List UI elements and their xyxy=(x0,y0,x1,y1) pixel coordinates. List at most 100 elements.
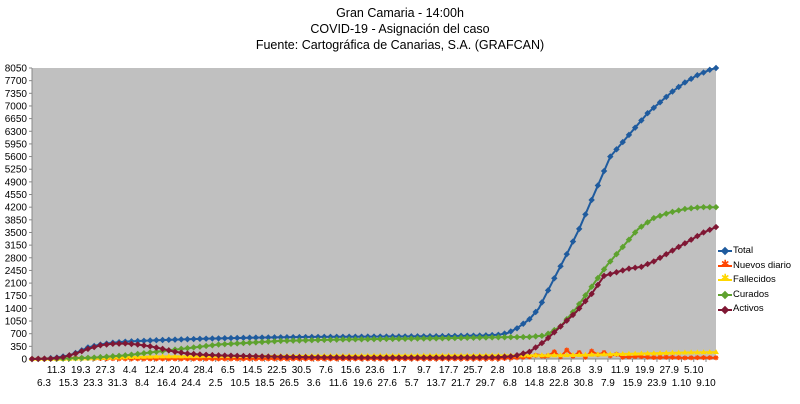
data-point-activos xyxy=(464,354,471,361)
data-point-nuevos-diario xyxy=(626,354,632,360)
data-point-curados xyxy=(383,335,390,343)
data-point-total xyxy=(190,335,197,343)
data-point-curados xyxy=(638,223,645,230)
data-point-total xyxy=(165,336,172,344)
data-point-activos xyxy=(600,272,608,280)
y-tick-label: 2800 xyxy=(5,253,28,264)
data-point-nuevos-diario xyxy=(228,356,234,362)
data-point-activos xyxy=(165,347,172,354)
data-point-activos xyxy=(700,229,707,236)
data-point-activos xyxy=(134,341,141,348)
x-tick-label-bottom: 2.5 xyxy=(209,378,223,389)
data-point-activos xyxy=(588,290,595,298)
legend-swatch-fallecidos: ✱ xyxy=(718,273,732,284)
data-point-activos xyxy=(451,354,459,361)
data-point-curados xyxy=(501,334,508,341)
x-axis-ticks: 6.3 15.3 23.3 31.3 8.4 16.4 24.4 2.5 10.5 18.5 26.… xyxy=(37,359,716,389)
data-point-total xyxy=(134,337,141,345)
data-point-activos xyxy=(663,250,670,258)
data-point-total xyxy=(663,93,670,101)
data-point-activos xyxy=(457,354,465,361)
data-point-total xyxy=(569,238,577,245)
data-point-activos xyxy=(146,343,154,350)
data-point-nuevos-diario xyxy=(589,348,595,354)
data-point-curados xyxy=(694,204,701,211)
data-point-total xyxy=(613,146,620,153)
data-point-total xyxy=(551,275,558,282)
data-point-activos xyxy=(426,354,434,361)
data-point-fallecidos xyxy=(669,349,676,355)
data-point-activos xyxy=(78,348,85,355)
data-point-curados xyxy=(103,353,110,360)
data-point-activos xyxy=(370,354,378,361)
x-tick-label-bottom: 31.3 xyxy=(108,378,128,389)
x-tick-label-bottom: 26.5 xyxy=(279,378,299,389)
data-point-activos xyxy=(159,345,166,353)
data-point-fallecidos xyxy=(694,349,701,355)
x-tick-label-top: 3.9 xyxy=(589,365,603,376)
x-tick-label-top: 22.5 xyxy=(267,365,287,376)
data-point-fallecidos xyxy=(165,353,172,359)
series-activos xyxy=(28,223,720,363)
x-tick-label-bottom: 5.7 xyxy=(405,378,419,389)
data-point-activos xyxy=(90,343,98,351)
data-point-activos xyxy=(258,353,266,360)
data-point-activos xyxy=(607,270,614,278)
data-point-activos xyxy=(551,329,558,336)
data-point-curados xyxy=(613,250,620,258)
data-point-curados xyxy=(420,335,427,342)
data-point-curados xyxy=(289,337,297,344)
x-tick-label-bottom: 27.6 xyxy=(378,378,398,389)
data-point-total xyxy=(271,334,278,341)
y-tick-label: 3850 xyxy=(5,215,28,226)
data-point-total xyxy=(501,330,508,337)
x-tick-label-bottom: 9.10 xyxy=(696,378,716,389)
y-tick-label: 700 xyxy=(10,329,27,340)
legend-label-activos: Activos xyxy=(733,303,764,315)
data-point-fallecidos xyxy=(147,353,154,359)
y-tick-label: 3150 xyxy=(5,241,28,252)
data-point-activos xyxy=(582,297,589,305)
data-point-total xyxy=(638,117,645,124)
data-point-activos xyxy=(488,354,496,361)
data-point-total xyxy=(159,336,166,344)
x-tick-label-top: 19.9 xyxy=(635,365,655,376)
x-tick-label-top: 27.3 xyxy=(96,365,116,376)
y-tick-label: 3500 xyxy=(5,228,28,239)
data-point-activos xyxy=(650,258,658,265)
y-tick-label: 4900 xyxy=(5,177,28,188)
x-tick-label-bottom: 6.8 xyxy=(503,378,517,389)
data-point-total xyxy=(607,153,614,160)
data-point-total xyxy=(576,225,583,233)
x-tick-label-top: 5.10 xyxy=(684,365,704,376)
data-point-curados xyxy=(265,338,272,345)
data-point-curados xyxy=(700,203,707,211)
data-point-fallecidos xyxy=(663,349,670,355)
legend-line-nuevos-diario xyxy=(718,264,732,267)
data-point-activos xyxy=(122,340,129,347)
y-tick-label: 7700 xyxy=(5,76,28,87)
data-point-fallecidos xyxy=(601,351,608,357)
data-point-activos xyxy=(501,353,508,360)
data-point-fallecidos xyxy=(172,353,179,359)
data-point-total xyxy=(227,334,235,342)
data-point-total xyxy=(582,211,589,218)
data-point-curados xyxy=(352,336,359,343)
legend-swatch-nuevos-diario: ✱ xyxy=(718,259,732,270)
data-point-total xyxy=(507,328,514,335)
data-point-curados xyxy=(178,345,185,353)
data-point-nuevos-diario xyxy=(166,356,172,362)
data-point-total xyxy=(513,325,521,332)
data-point-curados xyxy=(196,343,204,350)
data-point-activos xyxy=(557,323,564,330)
data-point-curados xyxy=(464,334,471,342)
data-point-activos xyxy=(128,340,135,348)
data-point-activos xyxy=(59,353,67,361)
data-point-activos xyxy=(109,340,117,348)
data-point-total xyxy=(520,320,527,327)
data-point-total xyxy=(712,64,720,72)
data-point-activos xyxy=(563,317,570,324)
legend-swatch-total xyxy=(718,247,732,256)
data-point-curados xyxy=(625,236,633,243)
